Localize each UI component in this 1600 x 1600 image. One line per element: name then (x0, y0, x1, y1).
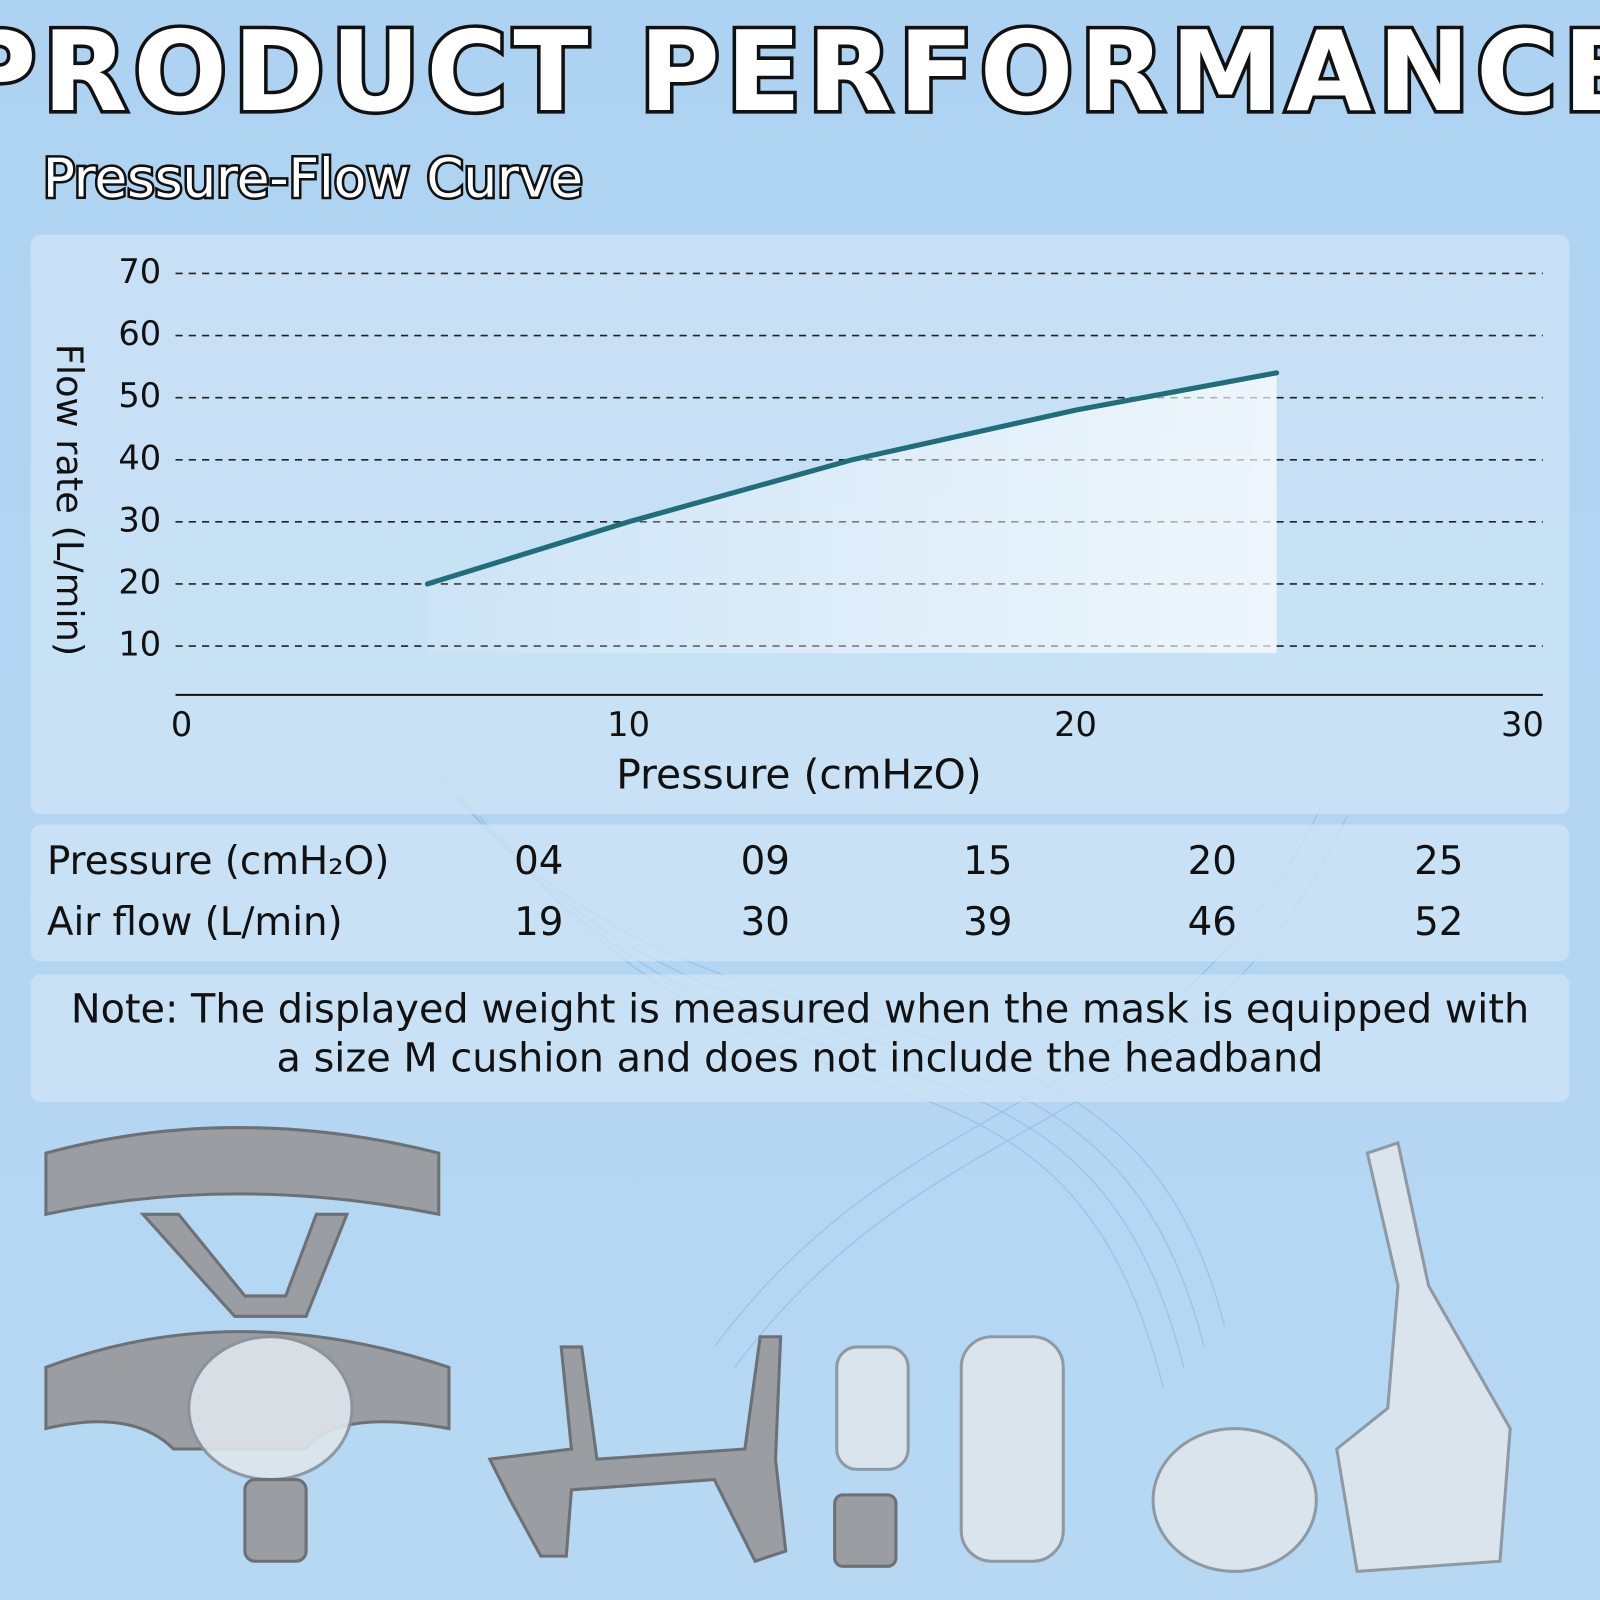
headgear (44, 1126, 441, 1217)
elbow-connector (835, 1345, 910, 1471)
note-line: Note: The displayed weight is measured w… (71, 987, 1529, 1033)
headgear-strap (139, 1212, 350, 1318)
cushion (1151, 1427, 1318, 1573)
y-tick-label: 70 (118, 252, 161, 291)
table-cell: 09 (741, 839, 790, 884)
y-tick-label: 20 (118, 562, 161, 601)
table-cell: 52 (1414, 900, 1463, 945)
y-tick-label: 10 (118, 625, 161, 664)
table-cell: 20 (1188, 839, 1237, 884)
table-cell: 39 (963, 900, 1012, 945)
chart: 10 20 30 40 50 60 70 0 10 20 30 (118, 252, 1543, 744)
mask-frame (1335, 1140, 1512, 1574)
y-tick-label: 30 (118, 500, 161, 539)
line (424, 370, 1280, 587)
table-cell: 04 (514, 839, 563, 884)
x-tick-label: 0 (171, 705, 192, 744)
x-tick-label: 20 (1054, 705, 1097, 744)
table-cell: 46 (1188, 900, 1237, 945)
row-header: Pressure (cmH₂O) (47, 839, 389, 884)
note-line: a size M cushion and does not include th… (277, 1036, 1324, 1082)
y-tick-label: 50 (118, 376, 161, 415)
frame (487, 1335, 788, 1564)
table-cell: 15 (963, 839, 1012, 884)
table-cell: 25 (1414, 839, 1463, 884)
page-title: PRODUCT PERFORMANCE (0, 8, 1600, 136)
x-tick-label: 30 (1501, 705, 1544, 744)
product-images (44, 1126, 1512, 1574)
mask-cushion (187, 1335, 354, 1482)
table-cell: 30 (741, 900, 790, 945)
table-cell: 19 (514, 900, 563, 945)
table: Pressure (cmH₂O) 04 09 15 20 25 Air flow (L/mi… (47, 839, 1464, 945)
elbow (243, 1478, 308, 1563)
x-tick-label: 10 (607, 705, 650, 744)
x-axis-label: Pressure (cmHzO) (616, 751, 981, 799)
page-subtitle: Pressure-Flow Curve (43, 147, 583, 209)
y-axis-label: Flow rate (L/min) (48, 344, 91, 656)
swivel (833, 1493, 898, 1568)
note-panel (30, 974, 1570, 1103)
y-tick-label: 60 (118, 314, 161, 353)
area-shade (427, 372, 1277, 654)
table-panel (30, 824, 1570, 962)
vent-connector (959, 1335, 1065, 1563)
row-header: Air flow (L/min) (47, 900, 343, 945)
y-tick-label: 40 (118, 438, 161, 477)
